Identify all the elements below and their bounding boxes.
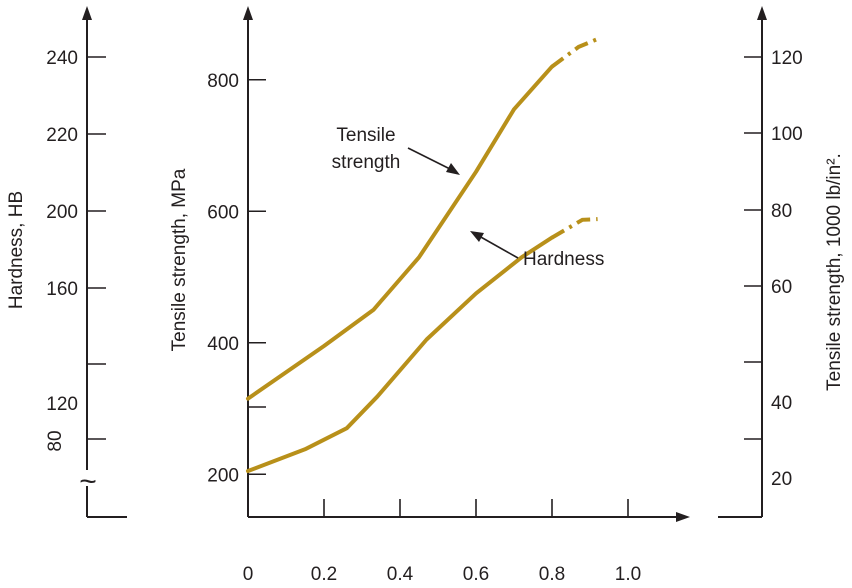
axis-break-symbol: ~ [79, 465, 97, 498]
mpa-tick-label: 200 [207, 465, 239, 486]
mpa-axis-arrow [243, 6, 253, 20]
ksi-tick-label: 40 [771, 393, 792, 414]
ksi-axis-title: Tensile strength, 1000 lb/in². [824, 153, 845, 391]
ksi-tick-label: 120 [771, 48, 803, 69]
x-tick-label: 0.6 [463, 564, 489, 585]
hardness-extrapolated-line [550, 217, 598, 240]
x-tick-label: 1.0 [615, 564, 641, 585]
x-axis: 0 0.2 0.4 0.6 0.8 1.0 [243, 499, 762, 585]
series-layer [246, 37, 599, 473]
tensile-strength-line [246, 64, 554, 401]
right-ksi-axis: 120 100 80 60 40 20 Tensile strength, 10… [744, 6, 845, 517]
hardness-axis-arrow [82, 6, 92, 20]
hardness-line [246, 235, 554, 473]
tensile-label-line1: Tensile [336, 125, 395, 146]
hardness-leader-line [478, 235, 519, 259]
mpa-tick-label: 600 [207, 202, 239, 223]
ksi-axis-arrow [757, 6, 767, 20]
ksi-tick-label: 80 [771, 201, 792, 222]
x-tick-label: 0 [243, 564, 254, 585]
mpa-tick-label: 400 [207, 334, 239, 355]
mpa-axis: 200 400 600 800 Tensile strength, MPa [169, 6, 266, 517]
hardness-tick-label: 220 [46, 125, 78, 146]
ksi-tick-label: 60 [771, 277, 792, 298]
axis-break-gap [78, 470, 98, 486]
tensile-leader-line [407, 147, 453, 171]
ksi-tick-label: 20 [771, 469, 792, 490]
left-hardness-axis: 240 220 200 160 120 80 ~ Hardness, HB [6, 6, 127, 518]
mpa-tick-label: 800 [207, 71, 239, 92]
hardness-leader-arrow [470, 231, 484, 242]
annotations: Tensile strength Hardness [332, 125, 605, 270]
hardness-tick-label: 120 [46, 394, 78, 415]
tensile-strength-extrapolated-line [550, 37, 599, 69]
x-axis-arrow [676, 512, 690, 522]
ksi-tick-label: 100 [771, 124, 803, 145]
hardness-tick-label: 200 [46, 202, 78, 223]
hardness-tick-label-rotated: 80 [45, 430, 66, 451]
hardness-tick-label: 160 [46, 279, 78, 300]
x-tick-label: 0.2 [311, 564, 337, 585]
hardness-tick-label: 240 [46, 48, 78, 69]
mpa-axis-title: Tensile strength, MPa [169, 168, 190, 351]
tensile-leader-arrow [446, 163, 460, 175]
tensile-label-line2: strength [332, 152, 401, 173]
x-tick-label: 0.8 [539, 564, 565, 585]
hardness-axis-title: Hardness, HB [6, 191, 27, 309]
hardness-label: Hardness [523, 249, 604, 270]
x-tick-label: 0.4 [387, 564, 414, 585]
